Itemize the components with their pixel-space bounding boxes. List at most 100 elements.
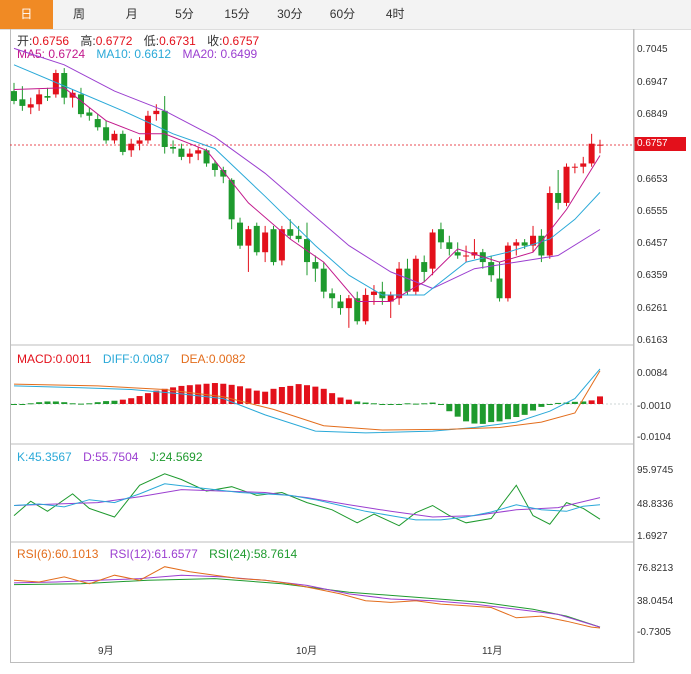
- timeframe-tabs: 日 周 月 5分 15分 30分 60分 4时: [0, 0, 691, 30]
- rsi-tick: 38.0454: [637, 596, 674, 607]
- candle-body: [404, 268, 411, 292]
- ma10-line: [13, 64, 601, 296]
- high-value: 0.6772: [95, 34, 133, 48]
- candle-body: [513, 242, 520, 246]
- candle-body: [103, 127, 110, 141]
- macd-bar: [77, 403, 84, 405]
- x-tick-oct: 10月: [296, 646, 318, 657]
- candle-body: [555, 193, 562, 203]
- candle-body: [228, 179, 235, 220]
- macd-bar: [404, 403, 411, 405]
- candle-body: [128, 143, 135, 151]
- macd-bar: [437, 404, 444, 405]
- diff-value: DIFF:0.0087: [102, 352, 170, 366]
- candle-body: [111, 133, 118, 141]
- candle-body: [546, 193, 553, 256]
- candle-body: [329, 293, 336, 299]
- macd-bar: [36, 402, 43, 404]
- macd-bar: [27, 403, 34, 405]
- candle-body: [19, 99, 26, 106]
- macd-bar: [571, 401, 578, 404]
- macd-bar: [504, 404, 511, 420]
- macd-bar: [94, 402, 101, 404]
- candle-body: [345, 298, 352, 309]
- macd-bar: [337, 397, 344, 404]
- candle-body: [195, 150, 202, 154]
- macd-bar: [211, 383, 218, 404]
- candle-body: [61, 73, 68, 98]
- macd-bar: [103, 401, 110, 404]
- close-value: 0.6757: [222, 34, 260, 48]
- tab-3[interactable]: 5分: [175, 7, 194, 21]
- tab-0[interactable]: 日: [0, 0, 53, 29]
- macd-bar: [228, 384, 235, 404]
- price-tick: 0.6457: [637, 238, 668, 249]
- tab-4[interactable]: 15分: [224, 7, 250, 21]
- macd-bar: [195, 384, 202, 404]
- candle-body: [144, 115, 151, 141]
- macd-bar: [488, 404, 495, 423]
- macd-bar: [320, 388, 327, 404]
- macd-bar: [454, 404, 461, 417]
- candle-body: [69, 92, 76, 98]
- candle-body: [11, 91, 17, 101]
- candle-body: [538, 235, 545, 256]
- macd-tick: -0.0010: [637, 401, 671, 412]
- macd-bar: [153, 390, 160, 404]
- candle-body: [203, 150, 210, 164]
- diff-line: [13, 368, 601, 434]
- macd-bar: [496, 404, 503, 422]
- d-value: D:55.7504: [83, 450, 139, 464]
- macd-bar: [128, 398, 135, 404]
- candle-body: [463, 255, 470, 257]
- macd-bar: [312, 386, 319, 404]
- macd-bar: [253, 390, 260, 404]
- macd-bar: [136, 396, 143, 404]
- macd-bar: [295, 384, 302, 404]
- kdj-tick: 95.9745: [637, 465, 674, 476]
- high-label: 高:: [80, 34, 96, 48]
- dea-value: DEA:0.0082: [180, 352, 246, 366]
- candle-body: [496, 278, 503, 299]
- price-tick: 0.6163: [637, 335, 668, 346]
- ohlc-legend: 开:0.6756 高:0.6772 低:0.6731 收:0.6757: [17, 32, 267, 49]
- macd-bar: [287, 385, 294, 404]
- candle-body: [521, 242, 528, 246]
- candle-body: [370, 291, 377, 295]
- price-tick: 0.6947: [637, 77, 668, 88]
- candle-body: [429, 232, 436, 269]
- candle-body: [312, 262, 319, 269]
- ma5-legend: MA5: 0.6724: [17, 47, 86, 61]
- macd-bar: [329, 393, 336, 404]
- macd-bar: [538, 404, 545, 407]
- candle-body: [44, 96, 51, 98]
- macd-bar: [237, 386, 244, 404]
- d-line: [13, 489, 601, 518]
- tab-5[interactable]: 30分: [277, 7, 303, 21]
- ma5-line: [13, 87, 601, 302]
- price-tick: 0.6261: [637, 303, 668, 314]
- candle-body: [94, 119, 101, 128]
- rsi24-value: RSI(24):58.7614: [209, 547, 298, 561]
- j-value: J:24.5692: [149, 450, 203, 464]
- macd-bar: [270, 388, 277, 404]
- macd-bar: [161, 388, 168, 404]
- tab-1[interactable]: 周: [73, 7, 86, 21]
- tab-6[interactable]: 60分: [329, 7, 356, 21]
- tab-7[interactable]: 4时: [385, 7, 405, 21]
- tab-2[interactable]: 月: [125, 7, 138, 21]
- price-tick: 0.6653: [637, 174, 668, 185]
- candle-body: [52, 73, 59, 95]
- rsi-tick: -0.7305: [637, 627, 671, 638]
- candle-body: [571, 166, 578, 168]
- candle-body: [27, 104, 34, 108]
- rsi24-line: [13, 578, 601, 628]
- price-tick: 0.7045: [637, 44, 668, 55]
- low-label: 低:: [143, 34, 160, 48]
- macd-bar: [463, 404, 470, 422]
- candle-body: [362, 294, 369, 322]
- candle-body: [262, 232, 269, 253]
- rsi12-line: [13, 574, 601, 628]
- macd-bar: [119, 399, 126, 404]
- candle-body: [337, 301, 344, 309]
